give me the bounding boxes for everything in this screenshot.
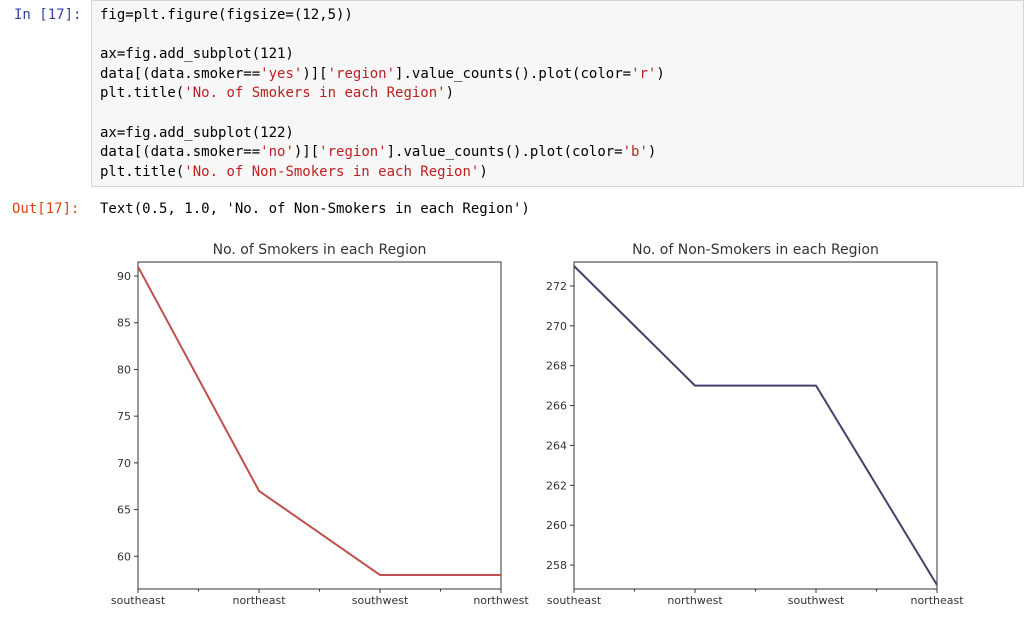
x-tick-label: northeast xyxy=(910,594,964,607)
plot-frame xyxy=(573,261,938,590)
code-line: ax=fig.add_subplot(122) xyxy=(100,124,294,141)
plot-frame xyxy=(137,261,502,590)
y-tick-label: 90 xyxy=(117,270,131,283)
y-tick-label: 268 xyxy=(546,360,567,373)
y-tick-label: 258 xyxy=(546,559,567,572)
x-tick-label: southeast xyxy=(547,594,602,607)
code-line: plt.title('No. of Smokers in each Region… xyxy=(100,85,455,102)
code-line: fig=plt.figure(figsize=(12,5)) xyxy=(100,7,353,23)
code-editor[interactable]: fig=plt.figure(figsize=(12,5)) ax=fig.ad… xyxy=(100,6,665,182)
x-tick-label: southeast xyxy=(111,594,166,607)
series-line xyxy=(573,265,938,586)
y-tick-label: 85 xyxy=(117,317,131,330)
code-line: data[(data.smoker=='yes')]['region'].val… xyxy=(100,65,665,82)
y-tick-label: 266 xyxy=(546,400,567,413)
y-tick-label: 65 xyxy=(117,504,131,517)
chart-title: No. of Non-Smokers in each Region xyxy=(632,242,879,258)
y-tick-label: 80 xyxy=(117,363,131,376)
y-tick-label: 262 xyxy=(546,479,567,492)
code-line: ax=fig.add_subplot(121) xyxy=(100,46,294,63)
chart-title: No. of Smokers in each Region xyxy=(213,242,427,258)
y-tick-label: 75 xyxy=(117,410,131,423)
y-tick-label: 60 xyxy=(117,550,131,563)
x-tick-label: southwest xyxy=(352,594,409,607)
series-line xyxy=(137,266,501,576)
y-tick-label: 264 xyxy=(546,439,567,452)
y-tick-label: 70 xyxy=(117,457,131,470)
code-line: plt.title('No. of Non-Smokers in each Re… xyxy=(100,163,488,180)
x-tick-label: northwest xyxy=(667,594,723,607)
y-tick-label: 272 xyxy=(546,280,567,293)
y-tick-label: 260 xyxy=(546,519,567,532)
input-prompt: In [17]: xyxy=(14,7,82,23)
x-tick-label: southwest xyxy=(788,594,845,607)
output-prompt: Out[17]: xyxy=(12,201,80,217)
x-tick-label: northwest xyxy=(473,594,529,607)
y-tick-label: 270 xyxy=(546,320,567,333)
output-text: Text(0.5, 1.0, 'No. of Non-Smokers in ea… xyxy=(100,201,530,217)
x-tick-label: northeast xyxy=(232,594,286,607)
code-line: data[(data.smoker=='no')]['region'].valu… xyxy=(100,144,657,161)
